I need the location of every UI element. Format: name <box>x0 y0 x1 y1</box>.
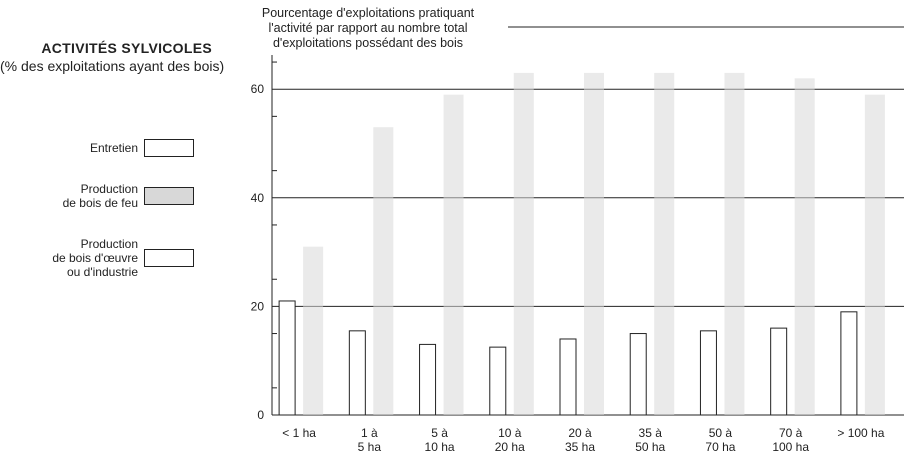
legend-swatch-entretien <box>144 139 194 157</box>
legend-item-entretien: Entretien <box>90 139 194 157</box>
chart-title-block: ACTIVITÉS SYLVICOLES (% des exploitation… <box>0 40 225 74</box>
y-tick-label-60: 60 <box>251 82 265 96</box>
legend-label-entretien: Entretien <box>89 141 138 155</box>
y-tick-label-20: 20 <box>251 299 265 313</box>
bar-bois-oeuvre <box>629 333 647 416</box>
bar-bois-oeuvre <box>770 327 788 416</box>
x-tick-label: 1 à <box>361 426 378 440</box>
bar-bois-oeuvre <box>419 343 437 416</box>
bar-bois-oeuvre <box>489 346 507 416</box>
bar-bois-de-feu <box>303 246 324 415</box>
x-tick-label: 20 ha <box>495 440 525 454</box>
bar-bois-oeuvre <box>348 330 366 416</box>
x-tick-label: 35 à <box>639 426 663 440</box>
x-tick-label: 10 à <box>498 426 522 440</box>
x-tick-label: 5 ha <box>358 440 382 454</box>
x-tick-label: 20 à <box>568 426 592 440</box>
bar-bois-de-feu <box>864 94 885 415</box>
legend-item-bois-de-feu: Production de bois de feu <box>63 182 194 210</box>
x-tick-label: 35 ha <box>565 440 595 454</box>
legend-swatch-bois-de-feu <box>144 187 194 205</box>
bar-bois-oeuvre <box>559 338 577 416</box>
bar-bois-de-feu <box>513 72 534 415</box>
legend-label-bois-oeuvre: Production de bois d'œuvre ou d'industri… <box>52 237 138 279</box>
bar-bois-de-feu <box>584 72 604 415</box>
x-tick-label: 70 ha <box>705 440 735 454</box>
bar-bois-de-feu <box>794 78 815 415</box>
bar-bois-oeuvre <box>840 311 858 416</box>
x-tick-label: < 1 ha <box>282 426 316 440</box>
bar-bois-oeuvre <box>699 330 717 416</box>
bar-bois-de-feu <box>443 94 464 415</box>
legend-item-bois-oeuvre: Production de bois d'œuvre ou d'industri… <box>52 237 194 279</box>
y-tick-label-40: 40 <box>251 191 265 205</box>
y-axis-title: Pourcentage d'exploitations pratiquant l… <box>261 6 475 50</box>
x-tick-label: 50 ha <box>635 440 665 454</box>
x-tick-label: 70 à <box>779 426 803 440</box>
legend-label-bois-de-feu: Production de bois de feu <box>62 182 138 210</box>
x-tick-label: 50 à <box>709 426 733 440</box>
bar-bois-oeuvre <box>278 300 296 416</box>
bar-bois-de-feu <box>654 72 675 415</box>
x-tick-label: 5 à <box>431 426 448 440</box>
x-tick-label: 10 ha <box>425 440 455 454</box>
chart-subtitle: (% des exploitations ayant des bois) <box>0 58 225 74</box>
x-tick-label: 100 ha <box>772 440 809 454</box>
legend-swatch-bois-oeuvre <box>144 249 194 267</box>
bar-bois-de-feu <box>724 72 745 415</box>
bar-bois-de-feu <box>373 127 394 416</box>
y-tick-label-0: 0 <box>257 408 264 422</box>
chart-title: ACTIVITÉS SYLVICOLES <box>41 40 212 56</box>
x-tick-label: > 100 ha <box>837 426 884 440</box>
